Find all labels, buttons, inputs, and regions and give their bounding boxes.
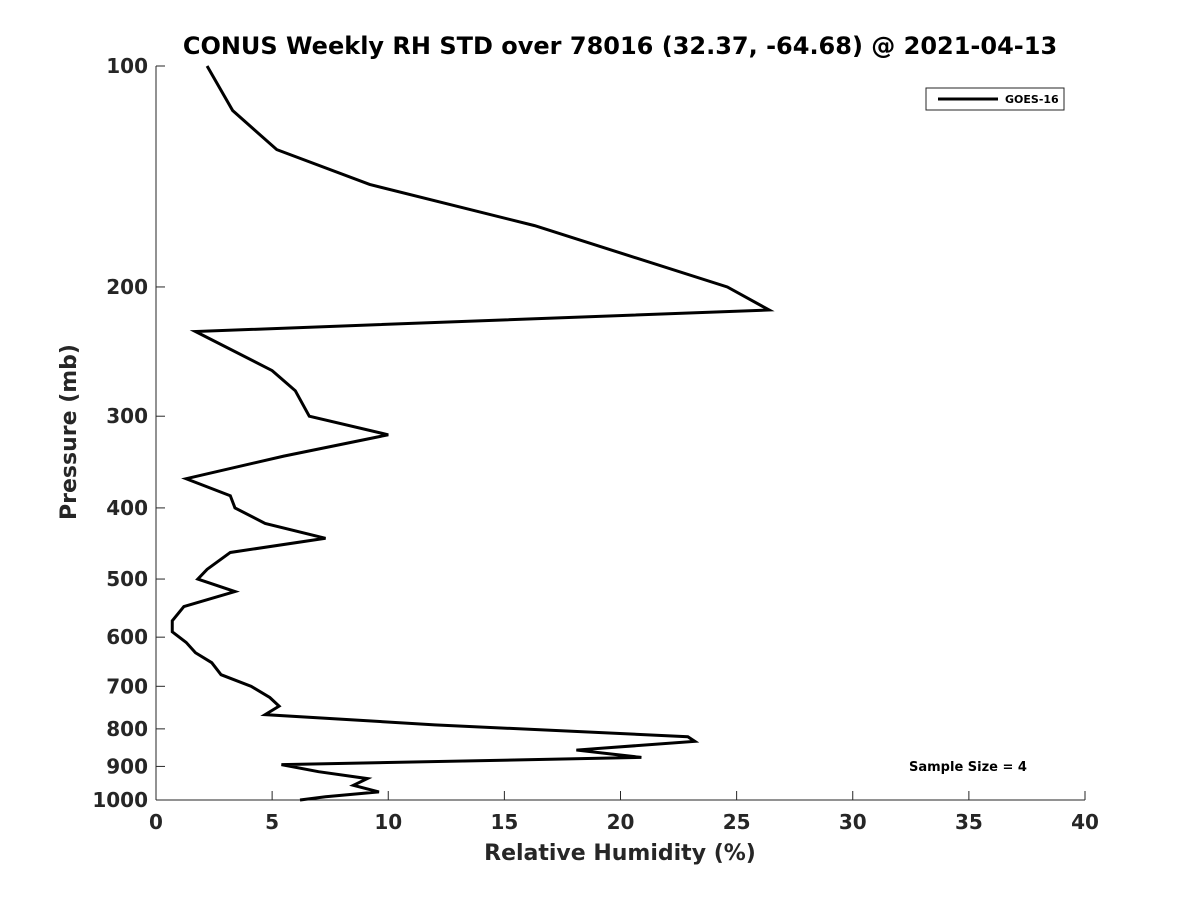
series-group — [170, 65, 775, 802]
legend-label: GOES-16 — [1005, 93, 1059, 106]
y-tick-label: 1000 — [92, 788, 148, 812]
y-tick-label: 200 — [106, 275, 148, 299]
x-tick-label: 25 — [723, 810, 751, 834]
x-tick-label: 20 — [607, 810, 635, 834]
y-tick-label: 500 — [106, 567, 148, 591]
y-tick-label: 900 — [106, 754, 148, 778]
legend: GOES-16 — [925, 87, 1065, 111]
x-tick-label: 0 — [149, 810, 163, 834]
series-line-0 — [170, 65, 775, 802]
y-tick-label: 800 — [106, 717, 148, 741]
x-tick-label: 30 — [839, 810, 867, 834]
y-tick-label: 300 — [106, 404, 148, 428]
x-tick-label: 40 — [1071, 810, 1099, 834]
y-axis-label: Pressure (mb) — [57, 344, 82, 520]
sample-size-annotation: Sample Size = 4 — [909, 760, 1027, 775]
y-tick-label: 400 — [106, 496, 148, 520]
y-tick-label: 600 — [106, 625, 148, 649]
x-tick-label: 5 — [265, 810, 279, 834]
y-tick-label: 700 — [106, 674, 148, 698]
axis-ticks: 0 5 10 15 20 25 30 35 40 100 200 300 400 500 600 700 800… — [92, 54, 1099, 834]
y-tick-label: 100 — [106, 54, 148, 78]
chart-title: CONUS Weekly RH STD over 78016 (32.37, -… — [183, 32, 1057, 60]
x-axis-label: Relative Humidity (%) — [484, 841, 756, 866]
x-tick-label: 10 — [374, 810, 402, 834]
x-tick-label: 15 — [490, 810, 518, 834]
x-tick-label: 35 — [955, 810, 983, 834]
